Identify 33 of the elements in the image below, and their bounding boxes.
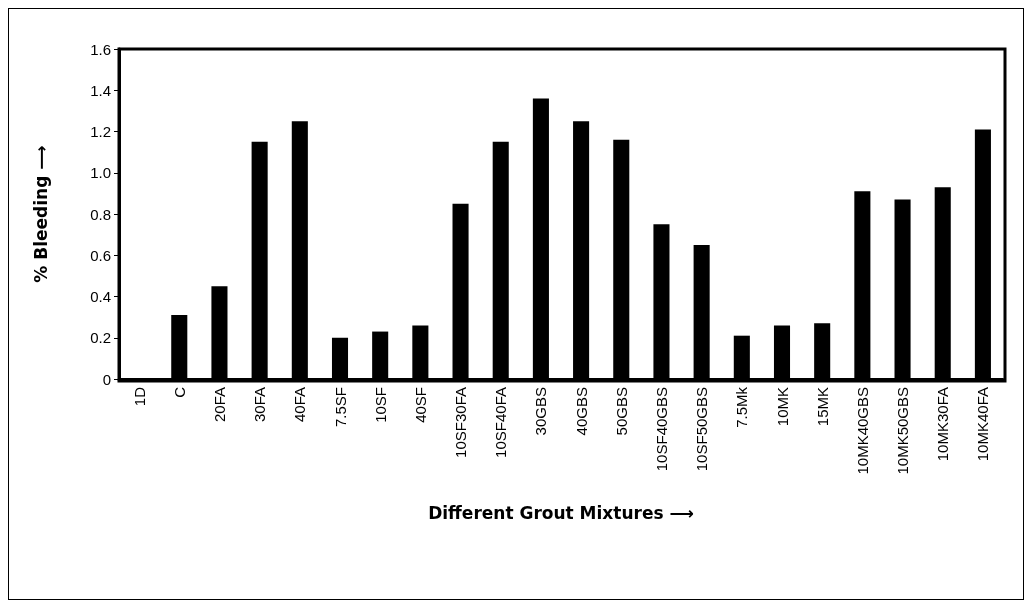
x-tick-label: 7.5SF [331,387,349,428]
x-tick-label: 30FA [251,387,269,423]
x-tick-label: 40GBS [572,387,590,436]
x-tick-label: 40SF [411,387,429,423]
x-tick-label: 50GBS [612,387,630,436]
x-tick-label: 20FA [210,387,228,423]
x-tick-label: 10MK [773,387,791,427]
y-axis-title: % Bleeding ⟶ [30,145,51,283]
y-tick-label: 1.0 [90,164,111,182]
x-tick-label: 10SF50GBS [693,387,711,472]
x-tick-label: 15MK [813,387,831,427]
x-tick-label: 30GBS [532,387,550,436]
x-tick-label: 10SF40GBS [652,387,670,472]
y-tick-label: 1.4 [90,81,111,99]
y-tick-label: 0.2 [90,329,111,347]
y-tick-label: 0.4 [90,288,111,305]
x-tick-label: 10MK40FA [974,387,992,462]
x-tick-label: 7.5Mk [733,386,751,428]
y-tick-label: 0.8 [90,205,111,223]
x-tick-label: 10MK50GBS [894,387,912,475]
x-tick-label: 10SF [371,387,389,423]
x-axis-title: Different Grout Mixtures ⟶ [428,502,694,523]
y-tick-label: 0.6 [90,246,111,264]
x-tick-label: 10MK30FA [934,387,952,462]
x-tick-label: C [170,386,188,398]
y-tick-label: 1.6 [90,40,111,58]
x-tick-label: 10MK40GBS [853,387,871,475]
x-tick-label: 10SF40FA [492,387,510,458]
y-tick-label: 0 [102,370,111,388]
x-tick-label: 40FA [291,387,309,423]
y-tick-label: 1.2 [90,123,111,140]
x-tick-label: 1D [130,386,148,407]
x-tick-label: 10SF30FA [452,387,470,458]
